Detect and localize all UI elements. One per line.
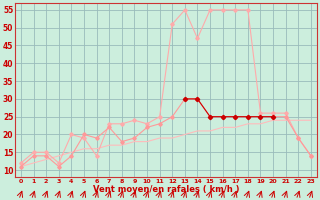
X-axis label: Vent moyen/en rafales ( km/h ): Vent moyen/en rafales ( km/h ) (93, 185, 239, 194)
